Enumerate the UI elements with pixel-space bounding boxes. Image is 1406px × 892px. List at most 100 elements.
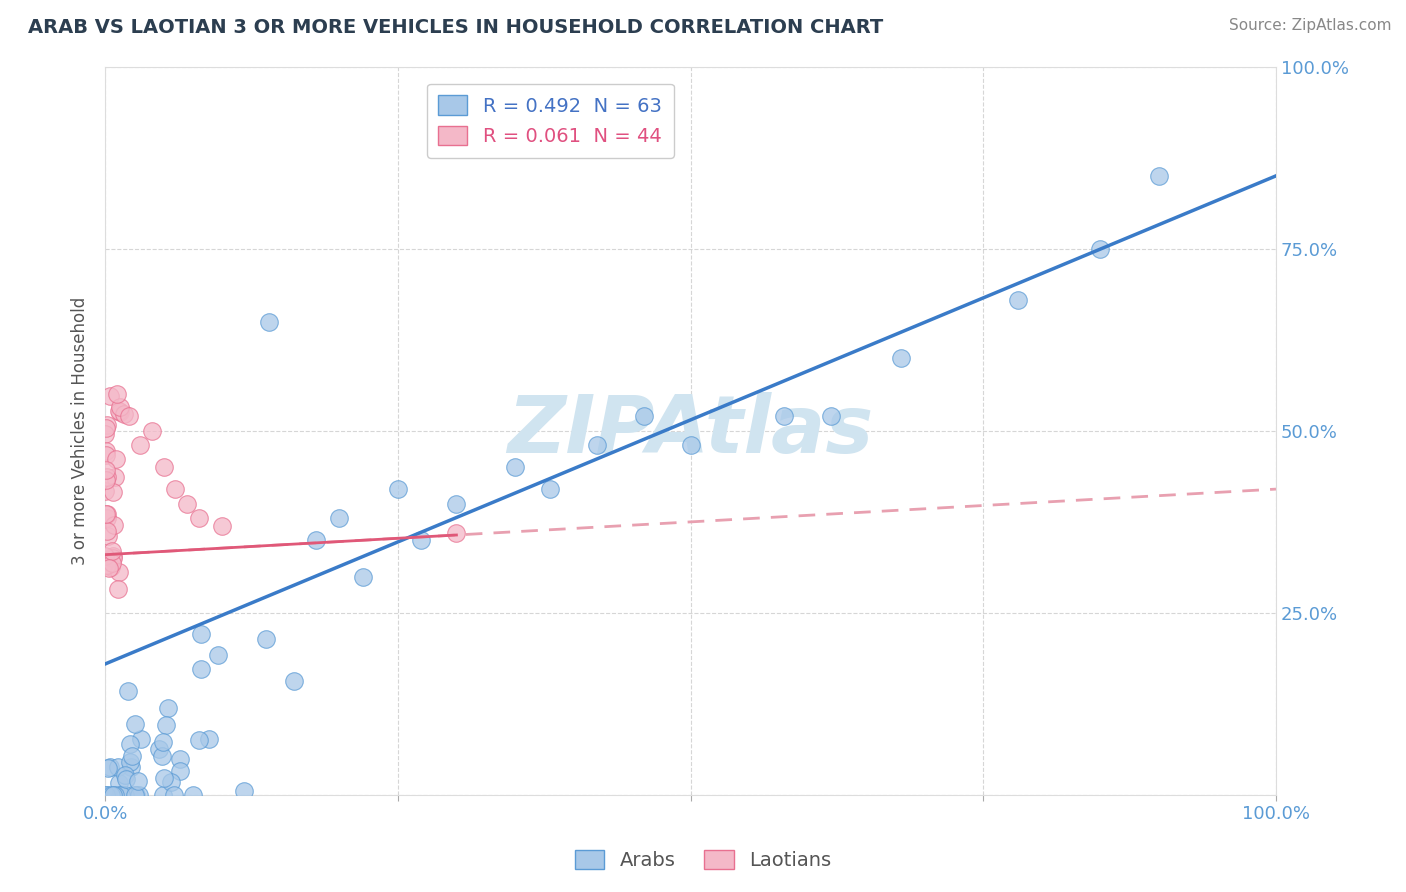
Point bbox=[96, 417, 118, 432]
Point bbox=[94, 448, 117, 462]
Point bbox=[110, 788, 132, 802]
Point bbox=[96, 511, 118, 525]
Point bbox=[96, 473, 118, 487]
Point bbox=[160, 775, 183, 789]
Point bbox=[152, 788, 174, 802]
Point bbox=[190, 627, 212, 641]
Point bbox=[129, 732, 152, 747]
Point bbox=[169, 764, 191, 778]
Point bbox=[101, 557, 124, 571]
Text: ZIPAtlas: ZIPAtlas bbox=[508, 392, 873, 470]
Point bbox=[104, 452, 127, 467]
Point bbox=[124, 716, 146, 731]
Point bbox=[117, 409, 139, 424]
Point bbox=[165, 482, 187, 496]
Point bbox=[129, 438, 152, 452]
Point bbox=[152, 460, 174, 475]
Point bbox=[211, 518, 233, 533]
Point bbox=[94, 507, 117, 521]
Point bbox=[110, 405, 132, 419]
Point bbox=[112, 407, 135, 421]
Point bbox=[97, 560, 120, 574]
Point bbox=[104, 788, 127, 802]
Point bbox=[94, 443, 117, 458]
Point bbox=[586, 438, 609, 452]
Point bbox=[103, 549, 125, 563]
Point bbox=[108, 400, 131, 414]
Point bbox=[97, 761, 120, 775]
Point bbox=[107, 565, 129, 579]
Point bbox=[156, 701, 179, 715]
Point bbox=[103, 550, 125, 565]
Point bbox=[101, 544, 124, 558]
Point bbox=[98, 760, 121, 774]
Point bbox=[124, 788, 146, 802]
Point bbox=[110, 788, 132, 802]
Point bbox=[103, 518, 125, 533]
Point bbox=[94, 484, 117, 499]
Point bbox=[820, 409, 842, 424]
Point bbox=[207, 648, 229, 662]
Point bbox=[148, 741, 170, 756]
Point bbox=[100, 788, 122, 802]
Text: ARAB VS LAOTIAN 3 OR MORE VEHICLES IN HOUSEHOLD CORRELATION CHART: ARAB VS LAOTIAN 3 OR MORE VEHICLES IN HO… bbox=[28, 18, 883, 37]
Point bbox=[503, 460, 526, 475]
Point bbox=[94, 463, 117, 477]
Point bbox=[96, 507, 118, 521]
Point bbox=[124, 788, 146, 802]
Point bbox=[100, 560, 122, 574]
Point bbox=[1007, 293, 1029, 307]
Point bbox=[108, 776, 131, 790]
Point bbox=[117, 683, 139, 698]
Point bbox=[152, 749, 174, 764]
Point bbox=[890, 351, 912, 365]
Point bbox=[127, 773, 149, 788]
Point bbox=[103, 788, 125, 802]
Point bbox=[96, 470, 118, 484]
Point bbox=[98, 388, 121, 402]
Point bbox=[114, 768, 136, 782]
Point bbox=[446, 525, 468, 540]
Point bbox=[152, 734, 174, 748]
Point bbox=[181, 788, 204, 802]
Point bbox=[121, 748, 143, 763]
Legend: R = 0.492  N = 63, R = 0.061  N = 44: R = 0.492 N = 63, R = 0.061 N = 44 bbox=[426, 84, 673, 158]
Point bbox=[283, 673, 305, 688]
Point bbox=[153, 772, 176, 786]
Point bbox=[120, 755, 142, 769]
Legend: Arabs, Laotians: Arabs, Laotians bbox=[567, 842, 839, 878]
Point bbox=[114, 788, 136, 802]
Point bbox=[96, 558, 118, 572]
Point bbox=[538, 482, 561, 496]
Point bbox=[94, 426, 117, 441]
Point bbox=[163, 788, 186, 802]
Point bbox=[328, 511, 350, 525]
Point bbox=[169, 752, 191, 766]
Point bbox=[118, 738, 141, 752]
Point bbox=[633, 409, 655, 424]
Point bbox=[97, 529, 120, 543]
Point bbox=[411, 533, 433, 547]
Point bbox=[176, 497, 198, 511]
Point bbox=[679, 438, 702, 452]
Point bbox=[104, 469, 127, 483]
Point bbox=[155, 718, 177, 732]
Point bbox=[446, 497, 468, 511]
Point bbox=[305, 533, 328, 547]
Point bbox=[96, 558, 118, 573]
Point bbox=[128, 788, 150, 802]
Point bbox=[120, 760, 142, 774]
Point bbox=[187, 511, 209, 525]
Point bbox=[107, 760, 129, 774]
Point bbox=[187, 732, 209, 747]
Point bbox=[108, 404, 131, 418]
Point bbox=[96, 788, 118, 802]
Point bbox=[190, 662, 212, 676]
Point bbox=[352, 569, 374, 583]
Point bbox=[233, 783, 256, 797]
Point bbox=[773, 409, 796, 424]
Point bbox=[114, 772, 136, 786]
Y-axis label: 3 or more Vehicles in Household: 3 or more Vehicles in Household bbox=[72, 297, 89, 565]
Point bbox=[1147, 169, 1170, 183]
Point bbox=[254, 632, 277, 647]
